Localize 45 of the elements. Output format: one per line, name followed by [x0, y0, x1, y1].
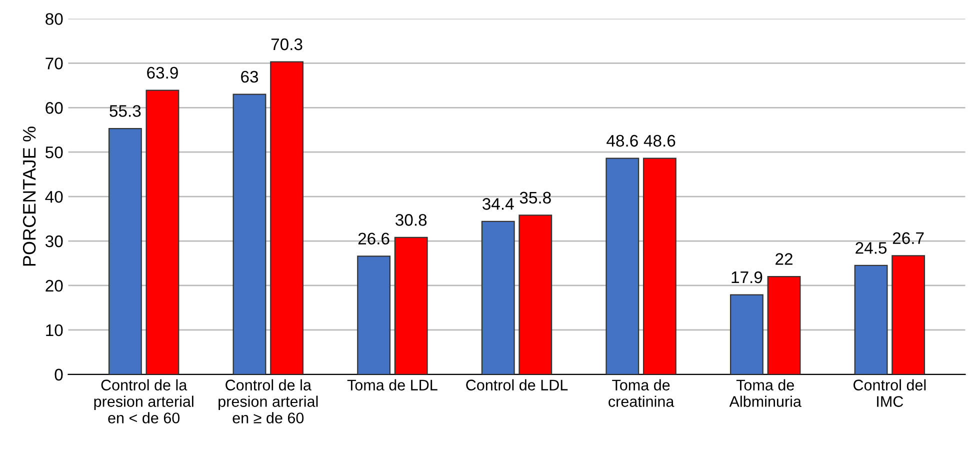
y-tick-label: 10 — [46, 324, 63, 336]
bar — [357, 256, 391, 374]
y-tick-label: 20 — [46, 280, 63, 292]
data-label: 22 — [776, 253, 792, 265]
y-tick-label: 70 — [46, 58, 63, 70]
bar — [270, 61, 304, 374]
data-label: 63.9 — [147, 66, 178, 79]
data-label: 26.6 — [358, 232, 390, 245]
y-tick-label: 30 — [45, 235, 63, 248]
bar — [518, 214, 552, 374]
data-label: 48.6 — [644, 134, 676, 147]
y-axis-title: PORCENTAJE % — [22, 126, 36, 266]
data-label: 26.7 — [892, 232, 924, 244]
x-tick-label: Control del IMC — [854, 379, 926, 407]
x-tick-label: Control de LDL — [466, 379, 568, 390]
bar — [394, 236, 428, 374]
x-tick-label: Toma de creatinina — [608, 379, 674, 407]
x-tick-label: Toma de Albminuria — [729, 379, 802, 407]
bar — [730, 294, 764, 374]
bar — [481, 220, 515, 374]
y-tick-label: 0 — [54, 368, 63, 381]
bar — [642, 158, 676, 374]
data-label: 63 — [241, 70, 258, 83]
y-tick-label: 60 — [46, 102, 63, 114]
bar — [232, 94, 266, 374]
bar — [108, 128, 142, 374]
bar — [606, 158, 640, 374]
bar — [767, 276, 801, 374]
y-tick-label: 40 — [45, 190, 63, 203]
bar — [854, 264, 888, 374]
data-label: 70.3 — [271, 38, 302, 50]
data-label: 30.8 — [396, 214, 427, 226]
bar — [892, 255, 926, 374]
data-label: 55.3 — [110, 105, 141, 117]
y-tick-label: 80 — [46, 13, 63, 25]
x-tick-label: Control de la presion arterial en ≥ de 60 — [218, 379, 318, 424]
bar — [146, 90, 180, 374]
data-label: 17.9 — [732, 271, 762, 284]
data-label: 24.5 — [856, 242, 887, 254]
data-label: 35.8 — [520, 192, 551, 204]
data-label: 34.4 — [482, 198, 514, 210]
x-tick-label: Toma de LDL — [347, 379, 438, 390]
y-tick-label: 50 — [46, 146, 63, 158]
x-tick-label: Control de la presion arterial en < de 60 — [94, 379, 194, 424]
data-label: 48.6 — [606, 134, 638, 147]
